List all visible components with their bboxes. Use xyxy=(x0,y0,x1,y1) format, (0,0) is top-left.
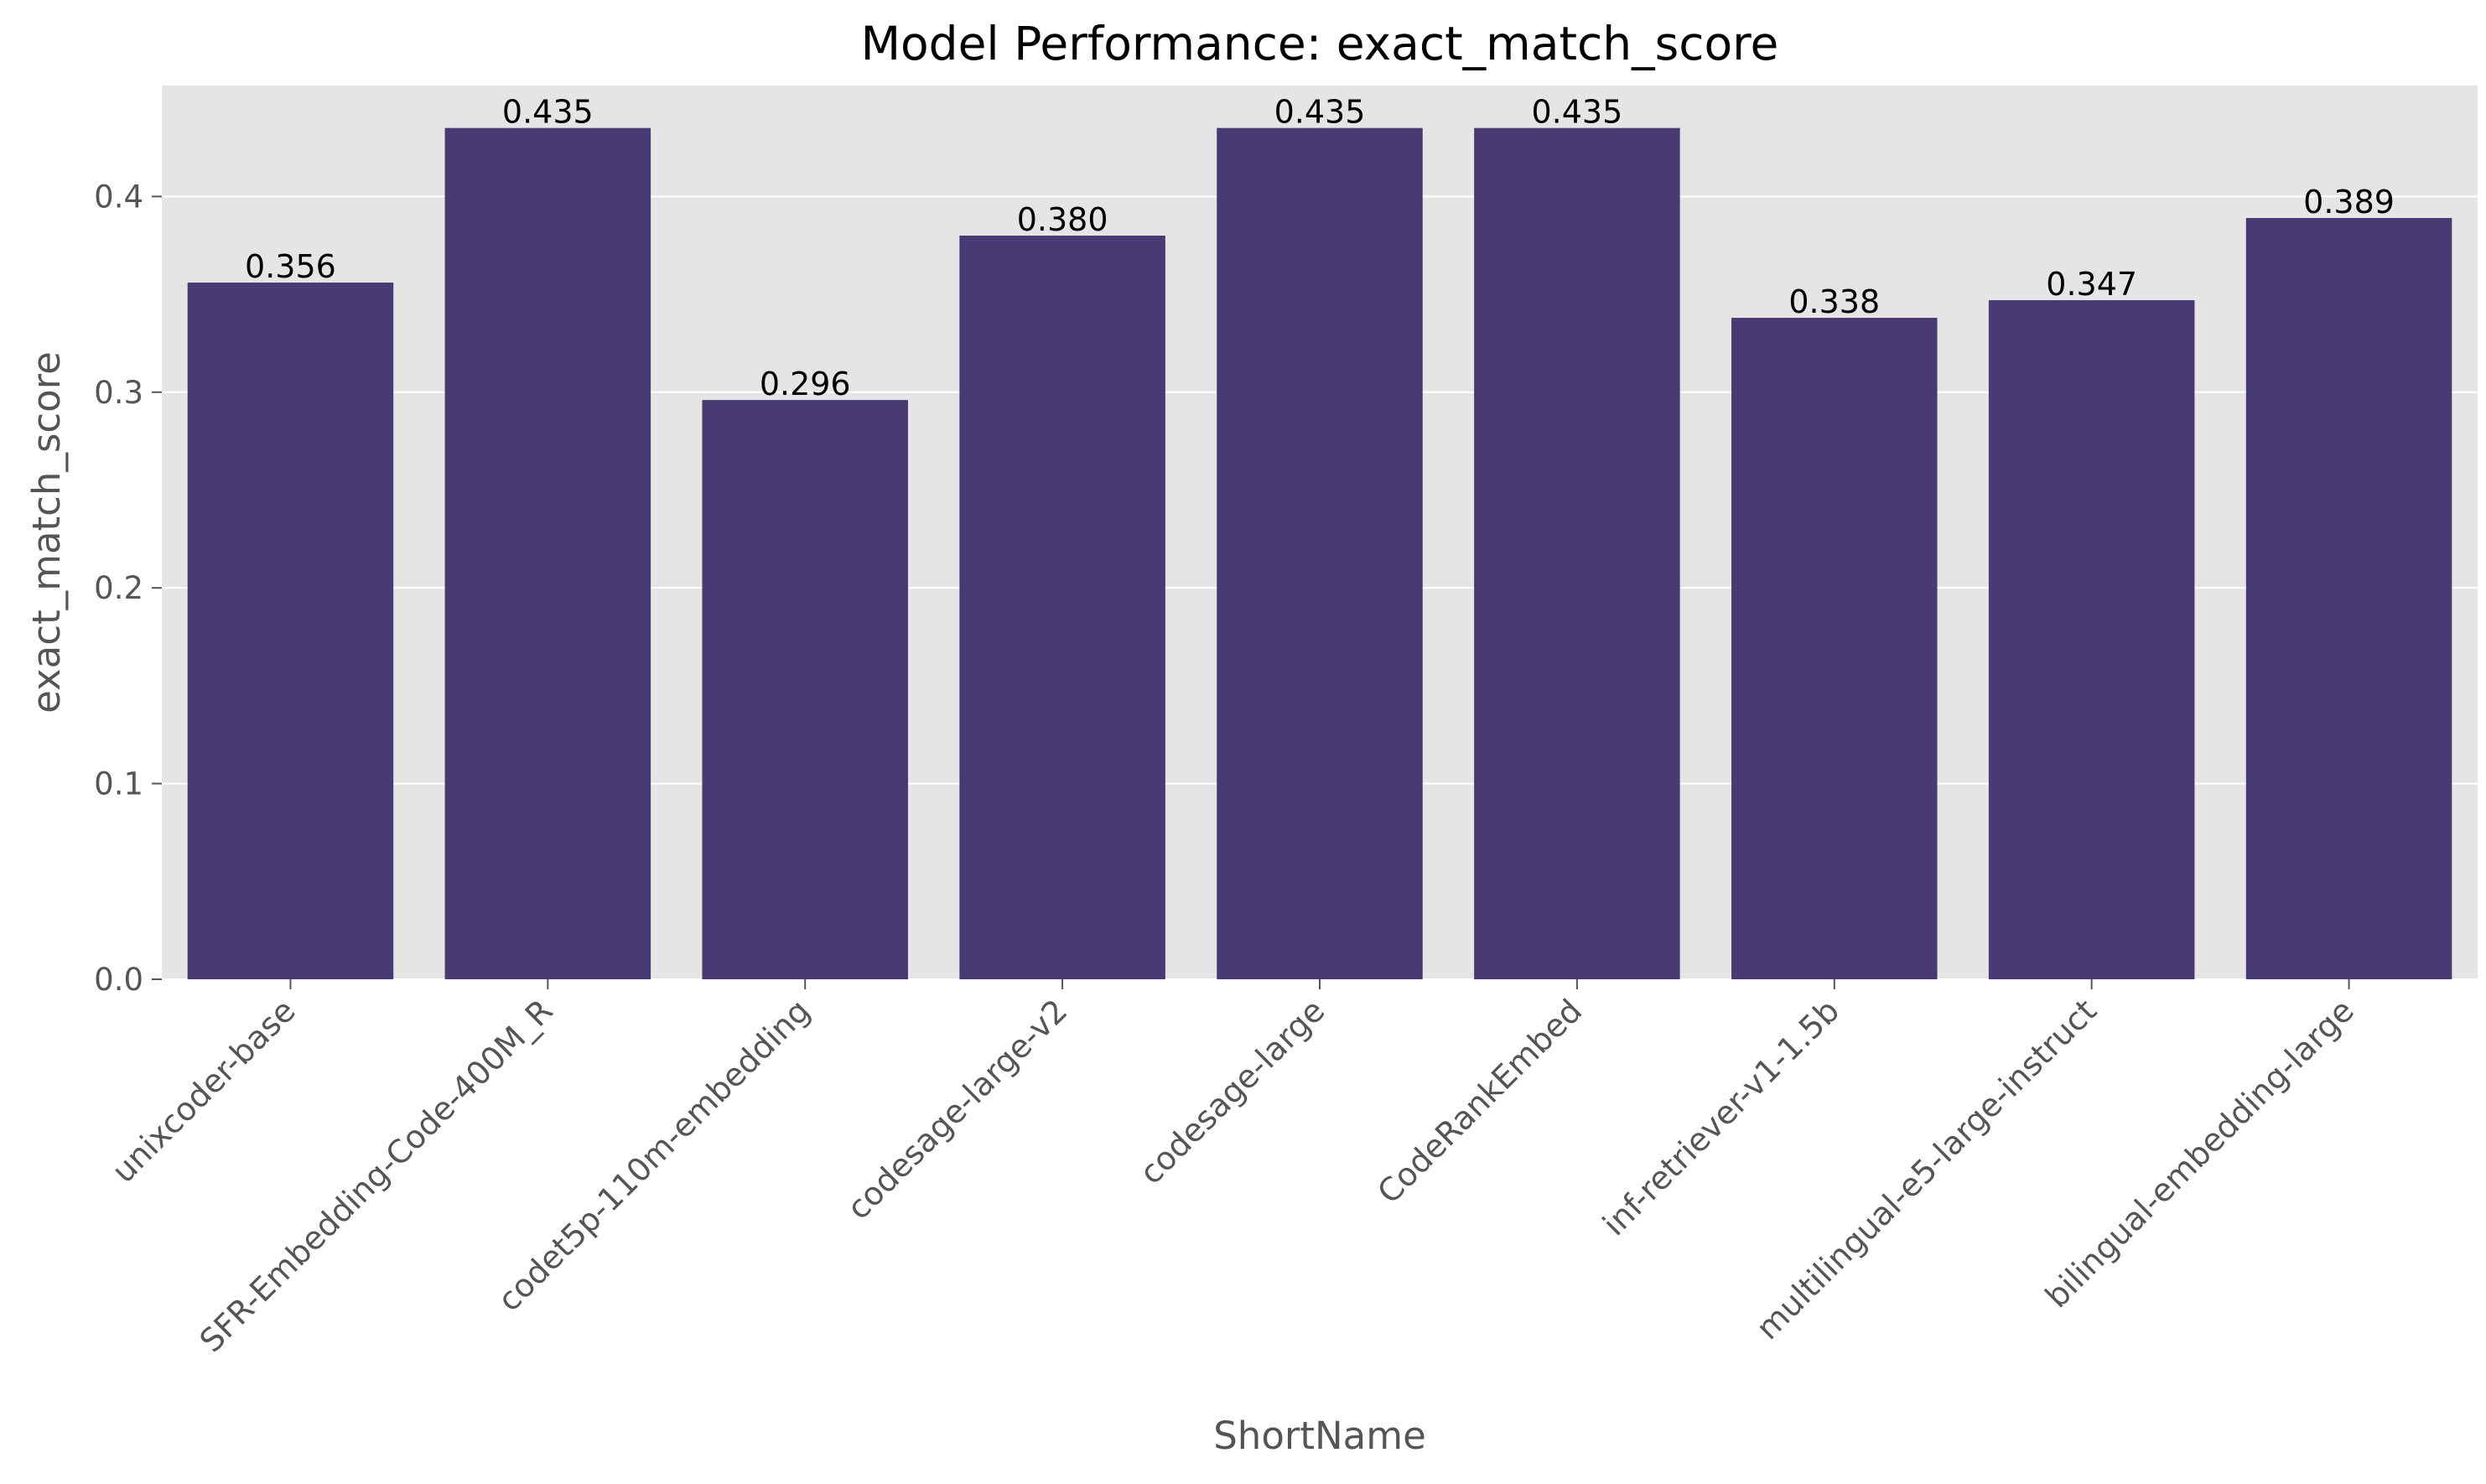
x-axis-ticks: unixcoder-baseSFR-Embedding-Code-400M_Rc… xyxy=(105,979,2361,1359)
bar xyxy=(702,400,908,979)
x-tick-label: inf-retriever-v1-1.5b xyxy=(1596,992,1846,1243)
bar xyxy=(959,236,1165,979)
x-tick-label: codet5p-110m-embedding xyxy=(490,992,817,1318)
bar-value-label: 0.296 xyxy=(760,366,851,402)
bar-value-label: 0.380 xyxy=(1017,201,1108,238)
y-axis-ticks: 0.0 0.1 0.2 0.3 0.4 xyxy=(94,179,162,998)
bar-value-label: 0.389 xyxy=(2303,184,2395,221)
bar-value-label: 0.435 xyxy=(502,94,594,131)
bar-value-label: 0.338 xyxy=(1788,283,1880,320)
bar xyxy=(187,283,394,980)
bars xyxy=(187,127,2452,980)
chart-title: Model Performance: exact_match_score xyxy=(861,17,1779,70)
x-tick-label: codesage-large-v2 xyxy=(840,992,1075,1227)
y-tick-label: 0.0 xyxy=(94,962,143,998)
bar-value-label: 0.435 xyxy=(1531,94,1622,131)
y-tick-label: 0.3 xyxy=(94,375,143,411)
bar-value-label: 0.347 xyxy=(2046,266,2137,303)
bar xyxy=(444,127,651,979)
y-tick-label: 0.2 xyxy=(94,570,143,606)
y-tick-label: 0.4 xyxy=(94,179,143,215)
x-tick-label: CodeRankEmbed xyxy=(1370,992,1589,1211)
bar xyxy=(1217,127,1423,979)
bar-value-label: 0.356 xyxy=(245,248,336,285)
x-tick-label: bilingual-embedding-large xyxy=(2038,992,2361,1315)
y-tick-label: 0.1 xyxy=(94,766,143,802)
bar xyxy=(1988,300,2195,979)
bar xyxy=(2245,218,2452,980)
x-tick-label: codesage-large xyxy=(1133,992,1332,1191)
data-labels: 0.356 0.435 0.296 0.380 0.435 0.435 0.338 0.347… xyxy=(245,94,2395,402)
x-axis-label: ShortName xyxy=(1213,1414,1426,1458)
bar xyxy=(1731,318,1938,979)
bar xyxy=(1474,127,1680,979)
y-axis-label: exact_match_score xyxy=(24,351,69,713)
x-tick-label: unixcoder-base xyxy=(105,992,303,1190)
bar-value-label: 0.435 xyxy=(1274,94,1366,131)
